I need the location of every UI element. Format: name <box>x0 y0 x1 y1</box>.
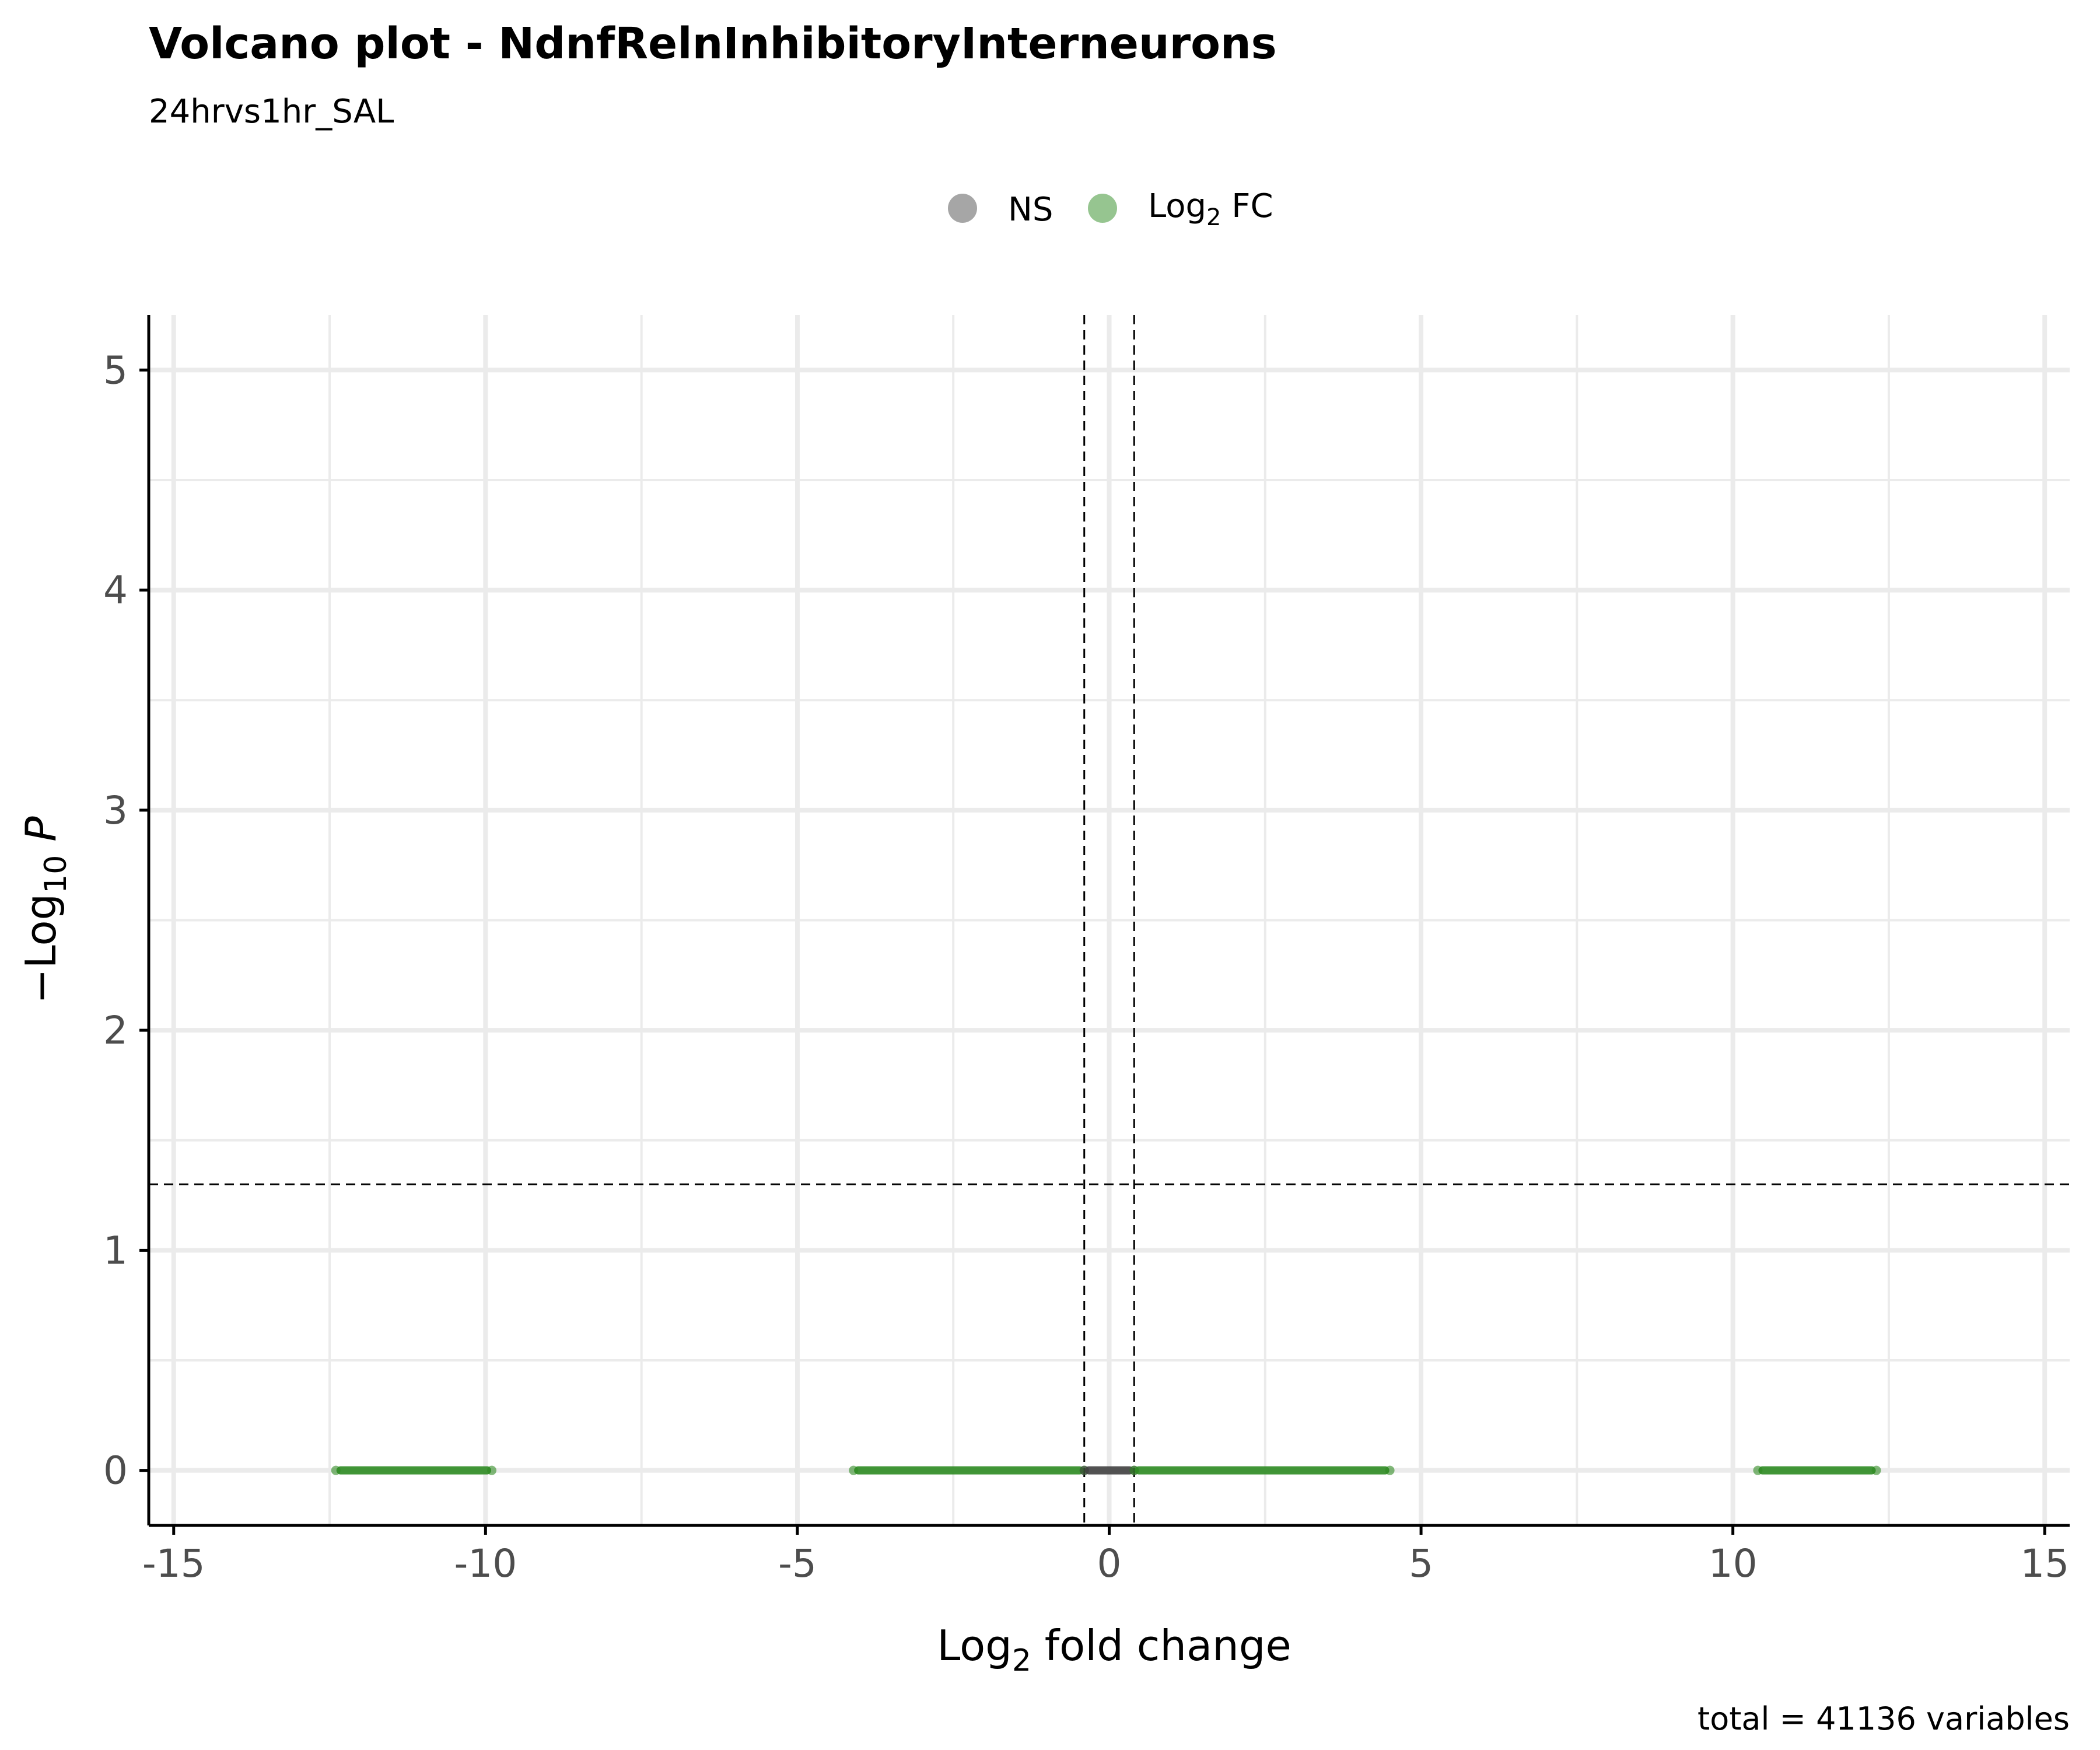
legend-fc-label-rest: FC <box>1221 187 1273 225</box>
x-tick-label: -15 <box>142 1541 205 1586</box>
x-tick-label: 0 <box>1097 1541 1122 1586</box>
legend: NS Log2 FC <box>948 187 1273 231</box>
x-tick-label: 15 <box>2020 1541 2069 1586</box>
x-axis-label: Log2 fold change <box>937 1621 1292 1678</box>
x-tick-label: 5 <box>1409 1541 1433 1586</box>
fc-point <box>331 1465 341 1475</box>
y-axis-label-prefix: −Log <box>16 894 65 1004</box>
chart-subtitle: 24hrvs1hr_SAL <box>149 93 394 131</box>
chart-title: Volcano plot - NdnfRelnInhibitoryInterne… <box>149 19 1277 69</box>
y-axis-ticks: 0 1 2 3 4 5 <box>103 348 149 1493</box>
legend-ns-swatch <box>948 194 977 223</box>
x-axis-label-rest: fold change <box>1031 1621 1292 1670</box>
y-tick-label: 0 <box>103 1448 128 1493</box>
y-tick-label: 1 <box>103 1228 128 1273</box>
y-tick-label: 2 <box>103 1008 128 1053</box>
ns-point <box>1079 1465 1089 1475</box>
legend-fc-label: Log2 FC <box>1148 187 1273 231</box>
cutoff-lines <box>149 315 2070 1525</box>
fc-point <box>487 1465 497 1475</box>
y-axis-label: −Log10 P <box>16 816 74 1004</box>
x-tick-label: -10 <box>454 1541 517 1586</box>
fc-point <box>849 1465 859 1475</box>
fc-point <box>1871 1465 1881 1475</box>
legend-ns-label: NS <box>1008 191 1053 229</box>
x-tick-label: -5 <box>778 1541 817 1586</box>
fc-point <box>1385 1465 1395 1475</box>
data-points <box>331 1465 1881 1475</box>
x-axis-label-base: Log <box>937 1621 1012 1670</box>
fc-point <box>1753 1465 1763 1475</box>
chart-caption: total = 41136 variables <box>1698 1700 2070 1737</box>
grid <box>149 315 2070 1525</box>
y-tick-label: 5 <box>103 348 128 393</box>
legend-fc-label-sub: 2 <box>1206 204 1221 231</box>
fc-point <box>1129 1465 1139 1475</box>
y-tick-label: 4 <box>103 568 128 613</box>
y-axis-label-sub: 10 <box>38 855 74 894</box>
legend-fc-swatch <box>1088 194 1117 223</box>
x-axis-ticks: -15 -10 -5 0 5 10 15 <box>142 1525 2069 1586</box>
legend-fc-label-base: Log <box>1148 187 1206 225</box>
y-tick-label: 3 <box>103 788 128 833</box>
x-axis-label-sub: 2 <box>1012 1643 1031 1678</box>
y-axis-label-rest: P <box>16 816 65 855</box>
x-tick-label: 10 <box>1709 1541 1758 1586</box>
